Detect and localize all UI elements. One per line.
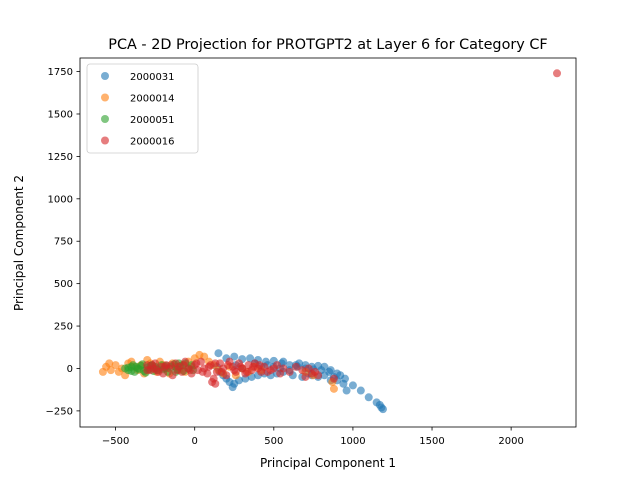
legend-label: 2000051 xyxy=(130,115,175,126)
data-point xyxy=(279,357,288,366)
data-point xyxy=(314,371,323,380)
data-point xyxy=(208,378,217,387)
data-point xyxy=(314,361,323,370)
data-point xyxy=(192,359,201,368)
data-point xyxy=(185,366,194,375)
data-point xyxy=(342,386,351,395)
data-point xyxy=(276,369,285,378)
data-point xyxy=(291,362,300,371)
y-tick-label: 250 xyxy=(54,322,73,333)
y-tick-label: 1500 xyxy=(48,109,73,120)
data-point xyxy=(223,361,232,370)
data-point xyxy=(339,379,348,388)
data-point xyxy=(211,359,220,368)
data-point xyxy=(159,369,168,378)
data-point xyxy=(301,372,310,381)
legend-marker xyxy=(101,115,109,123)
data-point xyxy=(166,361,175,370)
data-point xyxy=(143,366,152,375)
data-point xyxy=(553,69,562,78)
data-point xyxy=(160,362,169,371)
data-point xyxy=(230,366,239,375)
data-point xyxy=(329,384,338,393)
legend-label: 2000031 xyxy=(130,72,175,83)
y-tick-label: 500 xyxy=(54,279,73,290)
plot-frame xyxy=(79,57,577,428)
y-tick-label: −250 xyxy=(46,406,73,417)
y-axis-ticks: −250 0 250 500 750 1000 1250 1500 1750 xyxy=(46,67,80,417)
series-2000031 xyxy=(212,349,387,414)
data-point xyxy=(98,367,107,376)
legend-box xyxy=(86,63,199,154)
data-point xyxy=(214,349,223,358)
y-tick-label: 1000 xyxy=(48,194,73,205)
data-point xyxy=(285,367,294,376)
y-tick-label: 1750 xyxy=(48,67,73,78)
data-point xyxy=(198,367,207,376)
legend-label: 2000014 xyxy=(130,94,175,105)
data-point xyxy=(147,361,156,370)
data-point xyxy=(105,359,114,368)
data-point xyxy=(269,364,278,373)
x-tick-label: 0 xyxy=(192,436,198,447)
data-point xyxy=(249,362,258,371)
data-point xyxy=(179,361,188,370)
data-point xyxy=(364,393,373,402)
data-point xyxy=(204,362,213,371)
data-point xyxy=(356,386,365,395)
data-point xyxy=(217,367,226,376)
x-tick-label: 2000 xyxy=(498,436,523,447)
y-tick-label: 750 xyxy=(54,237,73,248)
data-point xyxy=(242,367,251,376)
legend-marker xyxy=(101,136,109,145)
x-axis-label: Principal Component 1 xyxy=(260,456,396,470)
y-tick-label: 1250 xyxy=(48,152,73,163)
data-point xyxy=(230,352,239,361)
data-point xyxy=(263,367,272,376)
x-tick-label: 1000 xyxy=(340,436,365,447)
data-point xyxy=(168,371,177,380)
x-tick-label: 1500 xyxy=(419,436,444,447)
data-point xyxy=(326,366,335,375)
data-point xyxy=(320,371,329,380)
x-tick-label: 500 xyxy=(264,436,283,447)
legend-marker xyxy=(101,93,109,102)
data-point xyxy=(255,361,264,370)
legend-label: 2000016 xyxy=(130,137,175,148)
data-point xyxy=(348,381,357,390)
x-tick-label: −500 xyxy=(102,436,129,447)
y-axis-label: Principal Component 2 xyxy=(12,175,26,311)
data-point xyxy=(106,366,115,375)
data-point xyxy=(298,366,307,375)
chart-title: PCA - 2D Projection for PROTGPT2 at Laye… xyxy=(108,37,547,53)
points-layer xyxy=(98,69,562,414)
x-axis-ticks: −500 0 500 1000 1500 2000 xyxy=(102,427,524,447)
data-point xyxy=(236,362,245,371)
data-point xyxy=(111,361,120,370)
data-point xyxy=(329,374,338,383)
series-2000016 xyxy=(143,69,562,388)
data-point xyxy=(246,354,255,363)
data-point xyxy=(320,362,329,371)
data-point xyxy=(173,366,182,375)
data-point xyxy=(375,400,384,409)
y-tick-label: 0 xyxy=(67,364,73,375)
data-point xyxy=(336,371,345,380)
legend-marker xyxy=(101,72,109,80)
legend: 2000031 2000014 2000051 2000016 xyxy=(86,63,199,154)
data-point xyxy=(152,366,161,375)
